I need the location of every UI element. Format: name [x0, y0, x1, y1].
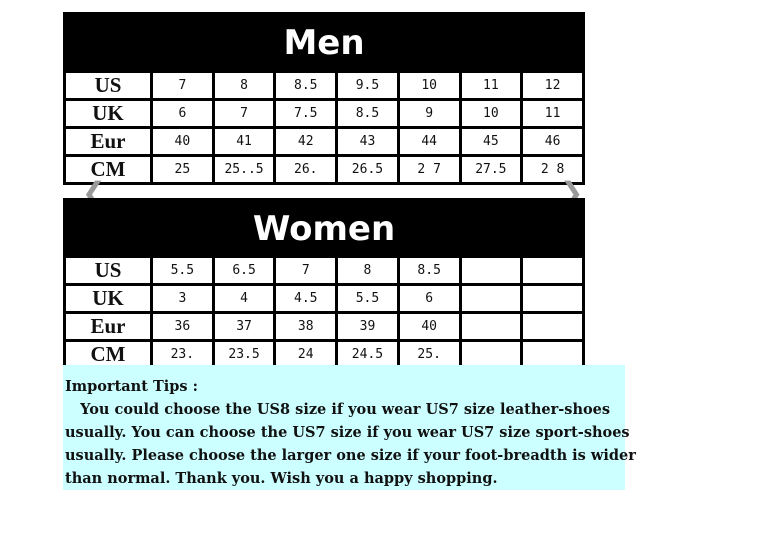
size-cell: 6.5	[211, 255, 277, 286]
size-cell: 11	[520, 98, 585, 129]
tips-line: You could choose the US8 size if you wea…	[65, 401, 611, 418]
size-cell	[458, 255, 524, 286]
row-label: UK	[63, 98, 153, 129]
size-cell: 23.5	[211, 339, 277, 370]
size-cell	[520, 255, 585, 286]
size-cell: 43	[335, 126, 400, 157]
size-cell: 10	[458, 98, 524, 129]
women-row-cm: CM 23. 23.5 24 24.5 25.	[63, 339, 585, 370]
size-cell: 5.5	[150, 255, 215, 286]
size-cell: 45	[458, 126, 524, 157]
size-cell: 42	[273, 126, 339, 157]
size-cell: 6	[396, 283, 462, 314]
size-cell	[458, 283, 524, 314]
tips-line: usually. You can choose the US7 size if …	[65, 424, 630, 441]
size-cell: 8.5	[335, 98, 400, 129]
tips-line: usually. Please choose the larger one si…	[65, 447, 636, 464]
tips-heading: Important Tips :	[65, 378, 198, 395]
size-cell: 46	[520, 126, 585, 157]
men-size-table: US 7 8 8.5 9.5 10 11 12 UK 6 7 7.5 8.5 9 10 11 Eur 40 41 42…	[63, 70, 585, 185]
size-cell: 9.5	[335, 70, 400, 101]
size-cell: 39	[335, 311, 400, 342]
women-title: Women	[63, 198, 585, 255]
size-cell: 27.5	[458, 154, 524, 185]
size-cell: 26.5	[335, 154, 400, 185]
women-row-eur: Eur 36 37 38 39 40	[63, 311, 585, 342]
size-cell	[458, 311, 524, 342]
row-label: US	[63, 255, 153, 286]
size-cell: 6	[150, 98, 215, 129]
size-cell: 8	[211, 70, 277, 101]
size-cell: 8.5	[396, 255, 462, 286]
size-cell: 8.5	[273, 70, 339, 101]
size-cell: 5.5	[335, 283, 400, 314]
size-cell: 40	[396, 311, 462, 342]
row-label: CM	[63, 154, 153, 185]
size-cell: 9	[396, 98, 462, 129]
women-size-table: US 5.5 6.5 7 8 8.5 UK 3 4 4.5 5.5 6 Eur 36 37 38 39 40 CM 2…	[63, 255, 585, 370]
size-cell	[520, 311, 585, 342]
size-cell: 25..5	[211, 154, 277, 185]
size-cell: 11	[458, 70, 524, 101]
men-row-cm: CM 25 25..5 26. 26.5 2 7 27.5 2 8	[63, 154, 585, 185]
size-cell: 7	[273, 255, 339, 286]
row-label: UK	[63, 283, 153, 314]
men-title: Men	[63, 12, 585, 70]
size-cell: 25	[150, 154, 215, 185]
women-row-us: US 5.5 6.5 7 8 8.5	[63, 255, 585, 286]
men-row-us: US 7 8 8.5 9.5 10 11 12	[63, 70, 585, 101]
size-cell: 38	[273, 311, 339, 342]
men-row-eur: Eur 40 41 42 43 44 45 46	[63, 126, 585, 157]
size-cell: 7	[150, 70, 215, 101]
size-cell: 3	[150, 283, 215, 314]
size-cell: 7.5	[273, 98, 339, 129]
size-cell: 41	[211, 126, 277, 157]
size-cell: 24.5	[335, 339, 400, 370]
row-label: US	[63, 70, 153, 101]
size-cell: 2 8	[520, 154, 585, 185]
row-label: Eur	[63, 311, 153, 342]
size-cell: 37	[211, 311, 277, 342]
row-label: Eur	[63, 126, 153, 157]
size-cell: 7	[211, 98, 277, 129]
size-cell: 26.	[273, 154, 339, 185]
size-cell: 8	[335, 255, 400, 286]
size-cell: 10	[396, 70, 462, 101]
important-tips: Important Tips : You could choose the US…	[63, 365, 636, 490]
size-cell: 12	[520, 70, 585, 101]
women-row-uk: UK 3 4 4.5 5.5 6	[63, 283, 585, 314]
size-cell: 25.	[396, 339, 462, 370]
tips-line: than normal. Thank you. Wish you a happy…	[65, 470, 498, 487]
size-cell: 2 7	[396, 154, 462, 185]
size-cell: 44	[396, 126, 462, 157]
size-cell: 4.5	[273, 283, 339, 314]
size-cell	[520, 283, 585, 314]
men-row-uk: UK 6 7 7.5 8.5 9 10 11	[63, 98, 585, 129]
size-cell: 40	[150, 126, 215, 157]
size-cell: 4	[211, 283, 277, 314]
size-cell: 36	[150, 311, 215, 342]
